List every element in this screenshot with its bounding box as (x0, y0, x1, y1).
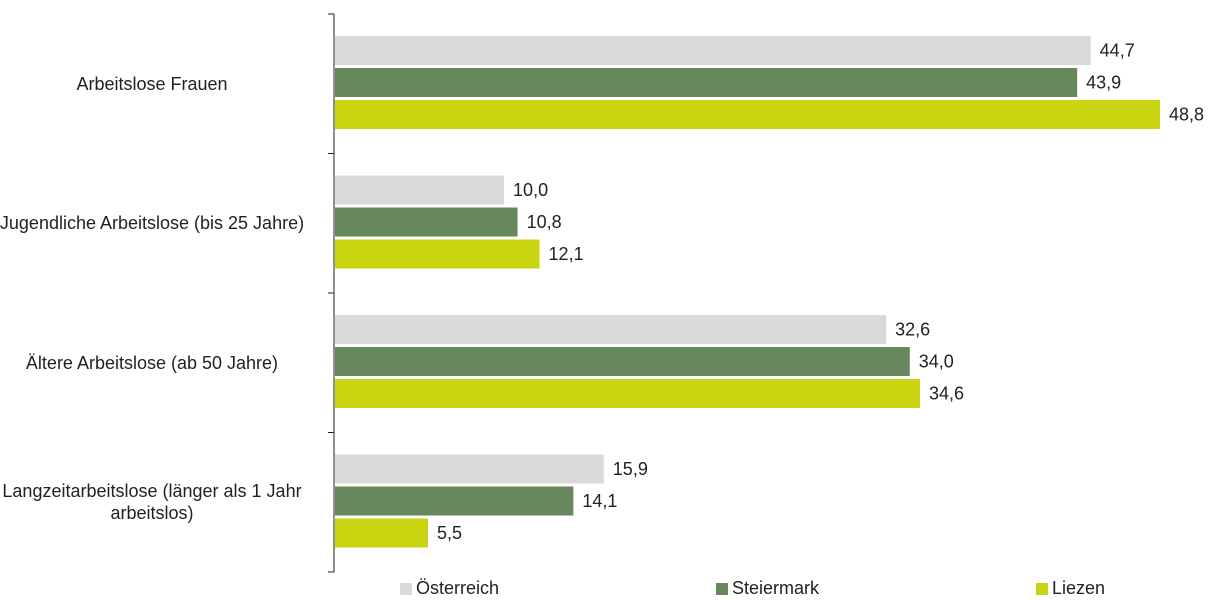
bar (335, 100, 1160, 129)
bar (335, 486, 574, 516)
bar (335, 379, 920, 408)
category-label: Ältere Arbeitslose (ab 50 Jahre) (25, 352, 279, 373)
category-label: Arbeitslose Frauen (76, 73, 228, 94)
data-label: 34,6 (929, 384, 964, 404)
data-label: 34,0 (919, 352, 954, 372)
bar (335, 239, 540, 269)
legend-label-oesterreich: Österreich (416, 578, 500, 598)
legend-swatch-liezen (1036, 582, 1048, 595)
legend-label-steiermark: Steiermark (732, 578, 820, 598)
legend-item-liezen: Liezen (1036, 578, 1105, 599)
data-label: 5,5 (437, 523, 462, 543)
category-label: Jugendliche Arbeitslose (bis 25 Jahre) (0, 213, 305, 234)
data-label: 43,9 (1086, 73, 1121, 93)
bar (335, 347, 910, 376)
bar (335, 175, 505, 205)
data-label: 12,1 (549, 244, 584, 264)
legend-label-liezen: Liezen (1052, 578, 1106, 598)
bar (335, 518, 428, 548)
legend-item-oesterreich: Österreich (400, 578, 499, 599)
bar (335, 315, 887, 344)
data-label: 14,1 (582, 491, 617, 511)
data-label: 15,9 (613, 459, 648, 479)
bar (335, 68, 1078, 97)
legend-swatch-steiermark (716, 582, 728, 595)
category-label: Langzeitarbeitslose (länger als 1 Jahr a… (2, 481, 302, 524)
data-label: 32,6 (895, 320, 930, 340)
bar (335, 207, 518, 237)
bar (335, 454, 604, 484)
legend-item-steiermark: Steiermark (716, 578, 819, 599)
data-label: 44,7 (1100, 41, 1135, 61)
data-label: 48,8 (1169, 105, 1204, 125)
bar (335, 36, 1091, 65)
legend: Österreich Steiermark Liezen (0, 578, 1222, 600)
data-label: 10,8 (527, 212, 562, 232)
legend-swatch-oesterreich (400, 582, 412, 595)
data-label: 10,0 (513, 180, 548, 200)
